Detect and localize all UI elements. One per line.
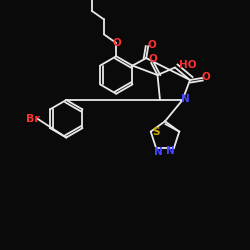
Text: N: N (154, 147, 162, 157)
Text: S: S (152, 126, 160, 136)
Text: Br: Br (26, 114, 40, 124)
Text: N: N (182, 94, 190, 104)
Text: O: O (202, 72, 210, 82)
Text: O: O (147, 40, 156, 50)
Text: O: O (112, 38, 121, 48)
Text: O: O (148, 54, 157, 64)
Text: HO: HO (179, 60, 196, 70)
Text: N: N (166, 146, 174, 156)
